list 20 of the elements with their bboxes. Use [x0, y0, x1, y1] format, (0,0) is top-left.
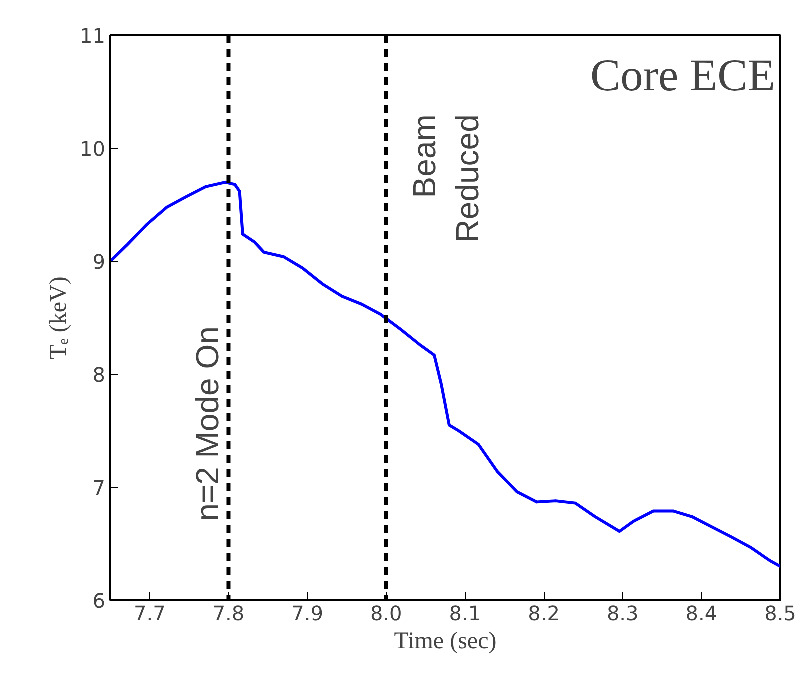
x-tick-label: 8.0: [370, 602, 402, 626]
y-tick-label: 6: [92, 589, 106, 613]
annotation: Beam Reduced: [406, 114, 486, 243]
x-tick-label: 8.1: [449, 602, 482, 626]
y-tick-label: 7: [92, 476, 106, 500]
y-tick-label: 9: [92, 250, 106, 274]
x-tick-label: 8.3: [606, 602, 639, 626]
x-tick-label: 7.8: [212, 602, 245, 626]
y-axis-title: Tₑ (keV): [46, 276, 72, 360]
y-tick-label: 10: [80, 137, 106, 161]
x-axis-title: Time (sec): [394, 628, 497, 654]
y-tick-label: 11: [80, 24, 106, 48]
annotation: Core ECE: [590, 50, 776, 100]
x-tick-label: 7.7: [134, 602, 166, 626]
x-tick-label: 8.4: [686, 602, 718, 626]
annotation: n=2 Mode On: [190, 326, 226, 522]
x-tick-label: 7.9: [292, 602, 324, 626]
x-tick-label: 8.2: [528, 602, 560, 626]
x-tick-label: 8.5: [764, 602, 796, 626]
y-tick-label: 8: [92, 363, 106, 387]
